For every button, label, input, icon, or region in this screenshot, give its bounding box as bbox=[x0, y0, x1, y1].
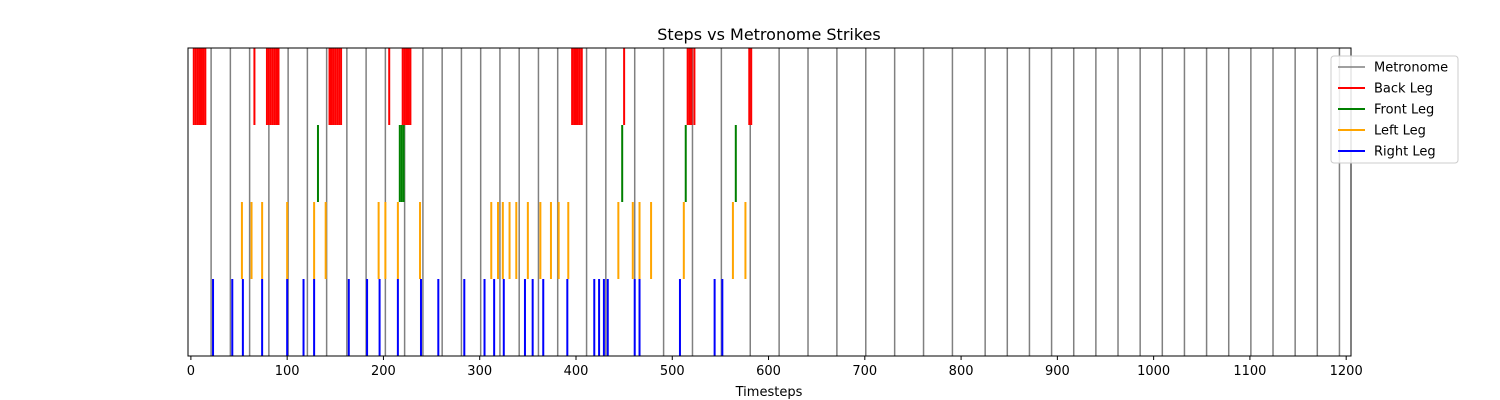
x-tick-label-7: 700 bbox=[852, 364, 877, 379]
legend-label-left-leg: Left Leg bbox=[1374, 124, 1426, 139]
x-tick-label-2: 200 bbox=[371, 364, 396, 379]
chart-title: Steps vs Metronome Strikes bbox=[657, 25, 880, 44]
legend-label-back-leg: Back Leg bbox=[1374, 82, 1433, 97]
x-tick-label-3: 300 bbox=[467, 364, 492, 379]
x-tick-label-6: 600 bbox=[756, 364, 781, 379]
x-tick-label-0: 0 bbox=[187, 364, 195, 379]
legend-label-metronome: Metronome bbox=[1374, 61, 1448, 76]
x-tick-label-11: 1100 bbox=[1233, 364, 1266, 379]
x-tick-label-9: 900 bbox=[1045, 364, 1070, 379]
legend: Metronome Back Leg Front Leg Left Leg Right … bbox=[1330, 55, 1459, 164]
event-lines bbox=[192, 48, 1341, 356]
x-tick-label-5: 500 bbox=[660, 364, 685, 379]
x-axis-label: Timesteps bbox=[735, 385, 803, 400]
x-tick-label-12: 1200 bbox=[1330, 364, 1363, 379]
x-tick-label-10: 1000 bbox=[1137, 364, 1170, 379]
x-tick-label-1: 100 bbox=[275, 364, 300, 379]
legend-label-front-leg: Front Leg bbox=[1374, 103, 1434, 118]
plot-frame bbox=[187, 47, 1352, 357]
legend-label-right-leg: Right Leg bbox=[1374, 145, 1436, 160]
legend-box bbox=[1330, 55, 1459, 164]
x-axis: 0 100 200 300 400 500 600 700 800 900 1000 1100 1200 bbox=[187, 356, 1363, 379]
x-tick-label-8: 800 bbox=[949, 364, 974, 379]
x-tick-label-4: 400 bbox=[564, 364, 589, 379]
